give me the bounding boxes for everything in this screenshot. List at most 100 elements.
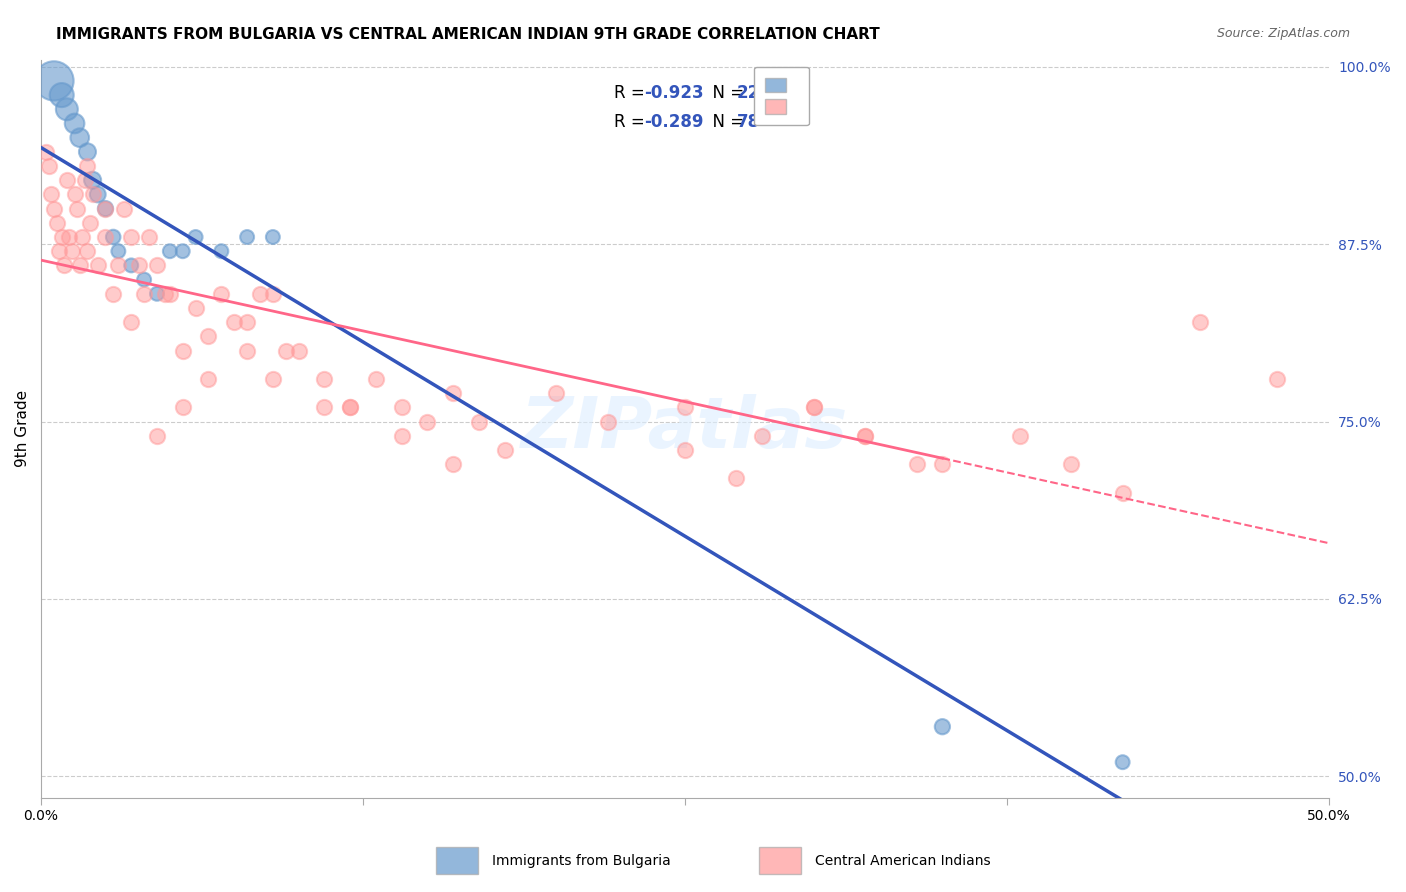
Point — [60, 244, 83, 259]
Point — [53, 259, 76, 273]
Point — [87, 259, 110, 273]
Point — [262, 372, 284, 386]
Point — [339, 401, 361, 415]
Point — [441, 386, 464, 401]
Point — [1008, 428, 1031, 442]
Point — [197, 372, 219, 386]
Point — [42, 202, 65, 216]
Point — [45, 216, 67, 230]
Point — [146, 428, 169, 442]
Point — [673, 442, 696, 457]
Point — [1188, 315, 1211, 329]
Point — [416, 415, 439, 429]
Point — [87, 187, 110, 202]
Point — [224, 315, 246, 329]
Legend: , : , — [755, 67, 808, 125]
Point — [441, 457, 464, 471]
Point — [94, 202, 117, 216]
Point — [159, 244, 181, 259]
Point — [76, 145, 98, 159]
Point — [82, 173, 104, 187]
Point — [364, 372, 387, 386]
Point — [120, 315, 142, 329]
Point — [236, 230, 259, 244]
Text: 78: 78 — [737, 113, 759, 131]
Point — [94, 202, 117, 216]
Point — [63, 116, 86, 130]
Point — [35, 145, 58, 159]
Point — [132, 272, 155, 286]
Point — [73, 173, 96, 187]
Point — [94, 230, 117, 244]
Point — [159, 286, 181, 301]
Point — [56, 173, 79, 187]
Point — [76, 244, 98, 259]
Point — [494, 442, 516, 457]
Point — [42, 74, 65, 88]
Point — [1111, 755, 1133, 769]
Text: R =: R = — [614, 84, 650, 102]
Point — [339, 401, 361, 415]
Point — [172, 401, 194, 415]
Point — [58, 230, 80, 244]
Point — [751, 428, 773, 442]
Point — [38, 159, 60, 173]
Text: -0.289: -0.289 — [644, 113, 703, 131]
Point — [72, 230, 94, 244]
Point — [853, 428, 876, 442]
Text: Source: ZipAtlas.com: Source: ZipAtlas.com — [1216, 27, 1350, 40]
Point — [51, 230, 73, 244]
Text: Immigrants from Bulgaria: Immigrants from Bulgaria — [492, 854, 671, 868]
Text: -0.923: -0.923 — [644, 84, 703, 102]
Point — [146, 286, 169, 301]
Point — [391, 401, 413, 415]
Point — [1060, 457, 1083, 471]
Point — [803, 401, 825, 415]
Point — [596, 415, 619, 429]
Point — [209, 244, 232, 259]
Point — [69, 259, 91, 273]
Point — [76, 159, 98, 173]
Point — [63, 187, 86, 202]
Point — [236, 343, 259, 358]
Point — [103, 230, 125, 244]
Point — [314, 372, 336, 386]
Point — [112, 202, 135, 216]
Point — [120, 259, 142, 273]
Point — [391, 428, 413, 442]
Point — [262, 286, 284, 301]
Point — [82, 187, 104, 202]
Point — [48, 244, 70, 259]
Point — [138, 230, 160, 244]
Point — [197, 329, 219, 343]
Text: N =: N = — [702, 84, 749, 102]
Point — [853, 428, 876, 442]
Point — [673, 401, 696, 415]
Point — [287, 343, 309, 358]
Point — [107, 244, 129, 259]
Point — [172, 343, 194, 358]
Point — [1111, 485, 1133, 500]
Point — [184, 230, 207, 244]
Point — [56, 103, 79, 117]
Point — [51, 88, 73, 103]
Point — [146, 259, 169, 273]
Point — [79, 216, 101, 230]
Point — [546, 386, 568, 401]
Text: IMMIGRANTS FROM BULGARIA VS CENTRAL AMERICAN INDIAN 9TH GRADE CORRELATION CHART: IMMIGRANTS FROM BULGARIA VS CENTRAL AMER… — [56, 27, 880, 42]
Point — [314, 401, 336, 415]
Bar — [759, 847, 801, 874]
Point — [120, 230, 142, 244]
Point — [132, 286, 155, 301]
Point — [803, 401, 825, 415]
Point — [905, 457, 928, 471]
Point — [468, 415, 491, 429]
Point — [66, 202, 89, 216]
Point — [236, 315, 259, 329]
Point — [41, 187, 63, 202]
Text: 22: 22 — [737, 84, 759, 102]
Point — [153, 286, 176, 301]
Point — [128, 259, 150, 273]
Point — [931, 720, 953, 734]
Point — [262, 230, 284, 244]
